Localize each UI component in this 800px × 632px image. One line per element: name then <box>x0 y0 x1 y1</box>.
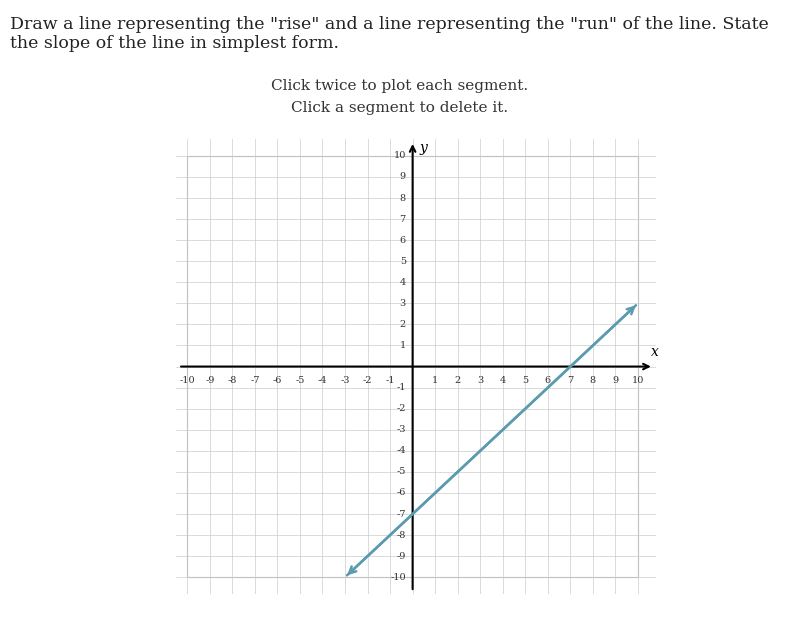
Text: -4: -4 <box>396 446 406 455</box>
Text: -9: -9 <box>205 376 214 385</box>
Text: 9: 9 <box>400 173 406 181</box>
Text: -1: -1 <box>386 376 395 385</box>
Text: -8: -8 <box>397 531 406 540</box>
Text: 9: 9 <box>612 376 618 385</box>
Text: 4: 4 <box>400 278 406 287</box>
Text: -3: -3 <box>340 376 350 385</box>
Text: 1: 1 <box>432 376 438 385</box>
Text: -7: -7 <box>396 509 406 518</box>
Text: -9: -9 <box>397 552 406 561</box>
Text: -2: -2 <box>396 404 406 413</box>
Text: 2: 2 <box>400 320 406 329</box>
Text: -5: -5 <box>397 468 406 477</box>
Text: -6: -6 <box>397 489 406 497</box>
Text: -10: -10 <box>179 376 195 385</box>
Text: 6: 6 <box>545 376 551 385</box>
Text: -10: -10 <box>390 573 406 581</box>
Text: 10: 10 <box>632 376 644 385</box>
Text: 8: 8 <box>590 376 596 385</box>
Text: -8: -8 <box>228 376 237 385</box>
Text: 10: 10 <box>394 152 406 161</box>
Text: 4: 4 <box>500 376 506 385</box>
Text: x: x <box>651 345 659 359</box>
Text: 8: 8 <box>400 193 406 202</box>
Text: 7: 7 <box>400 215 406 224</box>
Text: 3: 3 <box>400 299 406 308</box>
Text: -6: -6 <box>273 376 282 385</box>
Text: 7: 7 <box>567 376 574 385</box>
Text: -2: -2 <box>362 376 372 385</box>
Text: -3: -3 <box>396 425 406 434</box>
Text: 5: 5 <box>400 257 406 265</box>
Text: Click twice to plot each segment.
Click a segment to delete it.: Click twice to plot each segment. Click … <box>271 79 529 114</box>
Text: the slope of the line in simplest form.: the slope of the line in simplest form. <box>10 35 339 52</box>
Text: 3: 3 <box>477 376 483 385</box>
Text: 6: 6 <box>400 236 406 245</box>
Text: y: y <box>419 141 427 155</box>
Text: -1: -1 <box>396 383 406 392</box>
Text: 5: 5 <box>522 376 528 385</box>
Text: Draw a line representing the "rise" and a line representing the "run" of the lin: Draw a line representing the "rise" and … <box>10 16 769 33</box>
Text: -7: -7 <box>250 376 260 385</box>
Text: 2: 2 <box>454 376 461 385</box>
Text: -4: -4 <box>318 376 327 385</box>
Text: 1: 1 <box>400 341 406 350</box>
Text: -5: -5 <box>295 376 305 385</box>
